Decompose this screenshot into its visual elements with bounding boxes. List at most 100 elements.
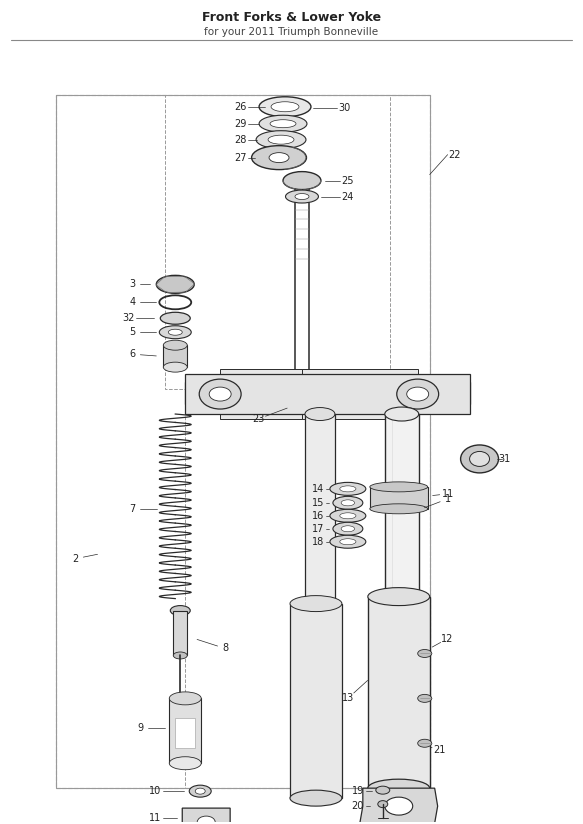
Bar: [175, 719, 195, 748]
Text: 21: 21: [434, 745, 446, 756]
Text: 30: 30: [339, 103, 351, 113]
Ellipse shape: [270, 119, 296, 128]
Ellipse shape: [385, 407, 419, 421]
Ellipse shape: [252, 146, 307, 170]
Ellipse shape: [330, 509, 366, 522]
Ellipse shape: [209, 387, 231, 401]
Ellipse shape: [170, 606, 190, 616]
Ellipse shape: [385, 797, 413, 815]
Text: for your 2011 Triumph Bonneville: for your 2011 Triumph Bonneville: [205, 27, 378, 37]
Text: 6: 6: [129, 349, 135, 359]
Ellipse shape: [368, 780, 430, 797]
Ellipse shape: [200, 379, 240, 407]
Text: 32: 32: [122, 313, 135, 323]
Ellipse shape: [269, 152, 289, 162]
Text: 23: 23: [252, 414, 264, 424]
Bar: [163, 345, 187, 368]
Ellipse shape: [333, 522, 363, 536]
Ellipse shape: [160, 312, 190, 324]
Text: 3: 3: [129, 279, 135, 289]
Ellipse shape: [370, 503, 428, 514]
Text: 19: 19: [352, 786, 364, 796]
Ellipse shape: [341, 526, 354, 531]
Text: 11: 11: [441, 489, 454, 499]
Ellipse shape: [259, 115, 307, 132]
Bar: [370, 487, 428, 508]
Ellipse shape: [469, 452, 490, 466]
Ellipse shape: [169, 692, 201, 705]
Polygon shape: [302, 369, 417, 419]
Bar: [305, 414, 335, 619]
Text: 10: 10: [149, 786, 161, 796]
Ellipse shape: [340, 513, 356, 519]
Ellipse shape: [283, 171, 321, 190]
Ellipse shape: [333, 496, 363, 509]
Text: 28: 28: [234, 134, 246, 145]
Ellipse shape: [197, 816, 215, 824]
Ellipse shape: [173, 652, 187, 659]
Text: 2: 2: [72, 554, 79, 564]
Ellipse shape: [340, 539, 356, 545]
Text: 1: 1: [445, 494, 451, 503]
Ellipse shape: [341, 500, 354, 506]
Ellipse shape: [259, 96, 311, 117]
Text: 8: 8: [222, 644, 228, 653]
Ellipse shape: [289, 384, 315, 402]
Ellipse shape: [271, 101, 299, 112]
Ellipse shape: [295, 194, 309, 199]
Text: 29: 29: [234, 119, 246, 129]
Text: 13: 13: [342, 693, 354, 704]
Polygon shape: [220, 369, 302, 419]
Bar: [290, 604, 342, 798]
Text: 18: 18: [312, 536, 324, 547]
Text: 11: 11: [149, 813, 161, 823]
Ellipse shape: [305, 408, 335, 420]
Text: 20: 20: [352, 801, 364, 811]
Ellipse shape: [256, 131, 306, 148]
Ellipse shape: [376, 786, 390, 794]
Ellipse shape: [156, 275, 194, 293]
Ellipse shape: [461, 445, 498, 473]
Text: 27: 27: [234, 152, 247, 162]
Bar: [385, 414, 419, 609]
Ellipse shape: [407, 386, 429, 400]
Text: Front Forks & Lower Yoke: Front Forks & Lower Yoke: [202, 12, 381, 25]
Ellipse shape: [199, 379, 241, 409]
Ellipse shape: [378, 801, 388, 808]
Text: 17: 17: [312, 524, 324, 534]
Polygon shape: [185, 374, 469, 414]
Ellipse shape: [169, 756, 201, 770]
Ellipse shape: [407, 387, 429, 401]
Text: 26: 26: [234, 101, 246, 112]
Ellipse shape: [398, 379, 438, 407]
Ellipse shape: [385, 602, 419, 616]
Text: 4: 4: [129, 297, 135, 307]
Ellipse shape: [417, 695, 431, 702]
Ellipse shape: [368, 588, 430, 606]
Bar: [368, 597, 430, 789]
Text: 9: 9: [137, 723, 143, 733]
Ellipse shape: [195, 789, 205, 794]
Text: 31: 31: [498, 454, 511, 464]
Ellipse shape: [290, 790, 342, 806]
Polygon shape: [182, 808, 230, 824]
Ellipse shape: [417, 739, 431, 747]
Ellipse shape: [417, 649, 431, 658]
Ellipse shape: [189, 785, 211, 797]
Bar: [169, 699, 201, 763]
Polygon shape: [360, 789, 438, 823]
Ellipse shape: [159, 325, 191, 339]
Text: 14: 14: [312, 484, 324, 494]
Ellipse shape: [330, 482, 366, 495]
Ellipse shape: [163, 363, 187, 372]
Ellipse shape: [290, 596, 342, 611]
Text: 22: 22: [448, 150, 461, 160]
Ellipse shape: [163, 340, 187, 350]
Text: 5: 5: [129, 327, 135, 337]
Ellipse shape: [340, 486, 356, 492]
Text: 7: 7: [129, 503, 135, 514]
Text: 12: 12: [441, 634, 454, 644]
Polygon shape: [185, 382, 469, 404]
Ellipse shape: [209, 386, 231, 400]
Ellipse shape: [268, 135, 294, 144]
